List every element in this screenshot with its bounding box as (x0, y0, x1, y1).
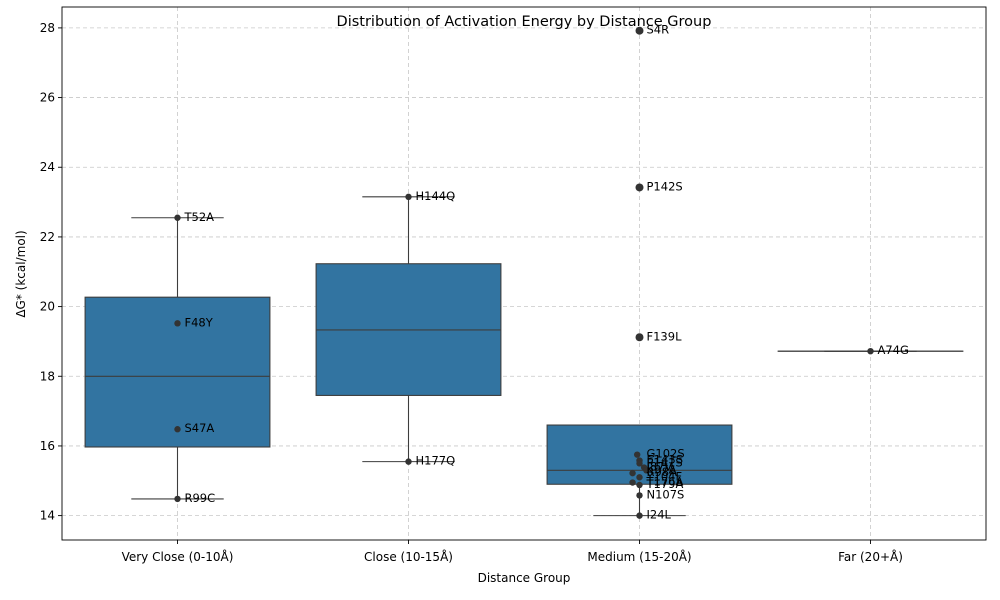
data-point (633, 451, 641, 458)
data-point (636, 512, 643, 519)
data-point (636, 492, 643, 499)
data-point (636, 334, 643, 341)
y-tick-label: 16 (40, 439, 55, 453)
point-label: N107S (647, 487, 685, 501)
point-label: I24L (647, 508, 672, 522)
y-tick-label: 22 (40, 230, 55, 244)
data-point (636, 184, 643, 191)
point-label: F48Y (185, 315, 214, 329)
data-point (636, 474, 643, 481)
point-label: H144Q (416, 189, 456, 203)
point-label: P141S (647, 455, 683, 469)
data-point (174, 214, 181, 221)
y-tick-label: 26 (40, 91, 55, 105)
point-label: T176A (646, 475, 684, 489)
point-label: H177Q (416, 454, 456, 468)
y-tick-label: 18 (40, 369, 55, 383)
point-label: T52A (184, 210, 215, 224)
y-tick-label: 28 (40, 21, 55, 35)
axis-ticks: 14 16 18 20 22 24 26 28 Very Close (0-10Å) Close … (40, 21, 903, 564)
y-axis-label: ΔG* (kcal/mol) (14, 230, 28, 317)
point-label: I87V (647, 460, 673, 474)
plot-frame (61, 6, 987, 541)
grid-lines (62, 7, 986, 540)
y-tick-label: 24 (40, 160, 55, 174)
point-label: P142S (647, 179, 683, 193)
point-label: R98A (647, 465, 678, 479)
data-point (629, 479, 636, 486)
x-axis-label: Distance Group (478, 571, 571, 585)
point-label: G102S (647, 447, 685, 461)
point-label: S4R (647, 23, 670, 37)
y-tick-label: 20 (40, 300, 55, 314)
data-point (643, 467, 650, 474)
x-tick-label: Far (20+Å) (838, 549, 903, 564)
data-point (636, 460, 643, 467)
data-point (405, 458, 412, 465)
iqr-box (84, 296, 271, 448)
x-tick-label: Very Close (0-10Å) (122, 549, 234, 564)
point-label: T179A (646, 477, 684, 491)
point-label: F139L (647, 329, 683, 343)
data-point (174, 495, 181, 503)
point-label: K97A (647, 462, 677, 476)
point-label: Y104F (646, 469, 683, 483)
data-point (174, 320, 181, 327)
data-point (629, 469, 636, 477)
point-label: R99C (185, 491, 216, 505)
data-point (636, 27, 643, 34)
data-points (174, 27, 874, 519)
x-tick-label: Medium (15-20Å) (587, 549, 691, 564)
point-labels: T52A F48Y S47A R99C H144Q H177Q S4R P142S F139L G… (184, 23, 909, 522)
point-label: A74G (878, 343, 909, 357)
box-series (84, 26, 964, 517)
y-tick-label: 14 (40, 509, 55, 523)
point-label: S47A (185, 421, 215, 435)
data-point (867, 347, 874, 355)
data-point (405, 193, 412, 201)
data-point (174, 426, 181, 433)
point-label: E143S (647, 453, 684, 467)
chart-title: Distribution of Activation Energy by Dis… (337, 14, 712, 30)
data-point (636, 481, 643, 489)
x-tick-label: Close (10-15Å) (364, 549, 453, 564)
